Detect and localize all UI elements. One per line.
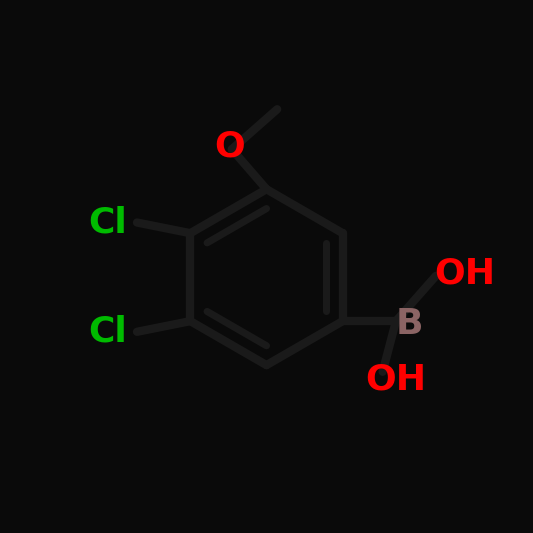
Text: O: O <box>214 130 245 164</box>
Text: OH: OH <box>435 256 496 290</box>
Text: B: B <box>395 307 423 341</box>
Text: Cl: Cl <box>88 315 127 349</box>
Text: Cl: Cl <box>88 206 127 239</box>
Text: OH: OH <box>366 363 426 397</box>
